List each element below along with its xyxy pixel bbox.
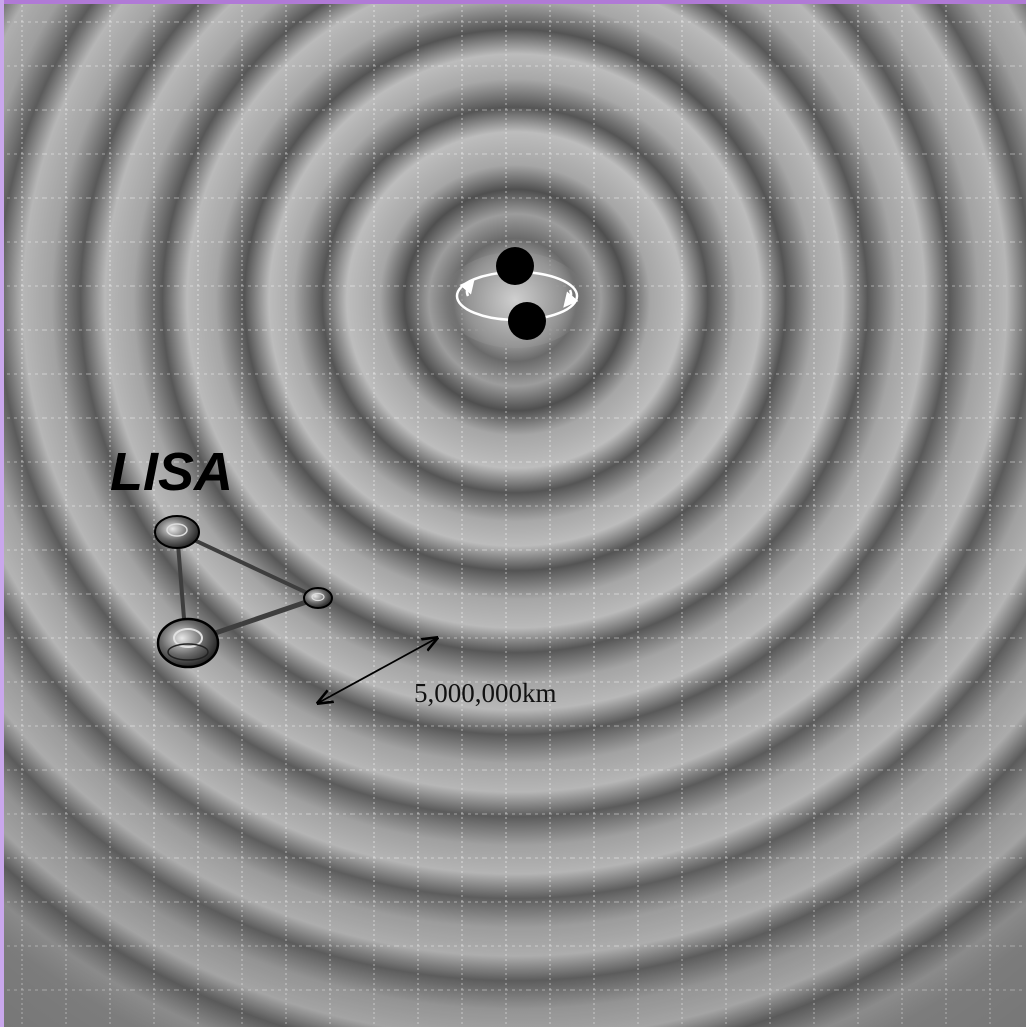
surface-shading (4, 4, 1026, 1027)
black-hole-upper (496, 247, 534, 285)
spacecraft-icon (154, 515, 200, 549)
distance-label: 5,000,000km (414, 678, 557, 708)
lisa-label: LISA (110, 442, 233, 502)
double-arrow-icon (318, 638, 437, 703)
frame-top-border (0, 0, 1026, 4)
spacecraft-icon (303, 587, 333, 609)
frame-left-border (0, 0, 4, 1027)
black-hole-lower (508, 302, 546, 340)
lisa-constellation (154, 515, 333, 669)
black-hole-pair-icon (496, 247, 546, 340)
spacecraft-icon (156, 617, 220, 669)
